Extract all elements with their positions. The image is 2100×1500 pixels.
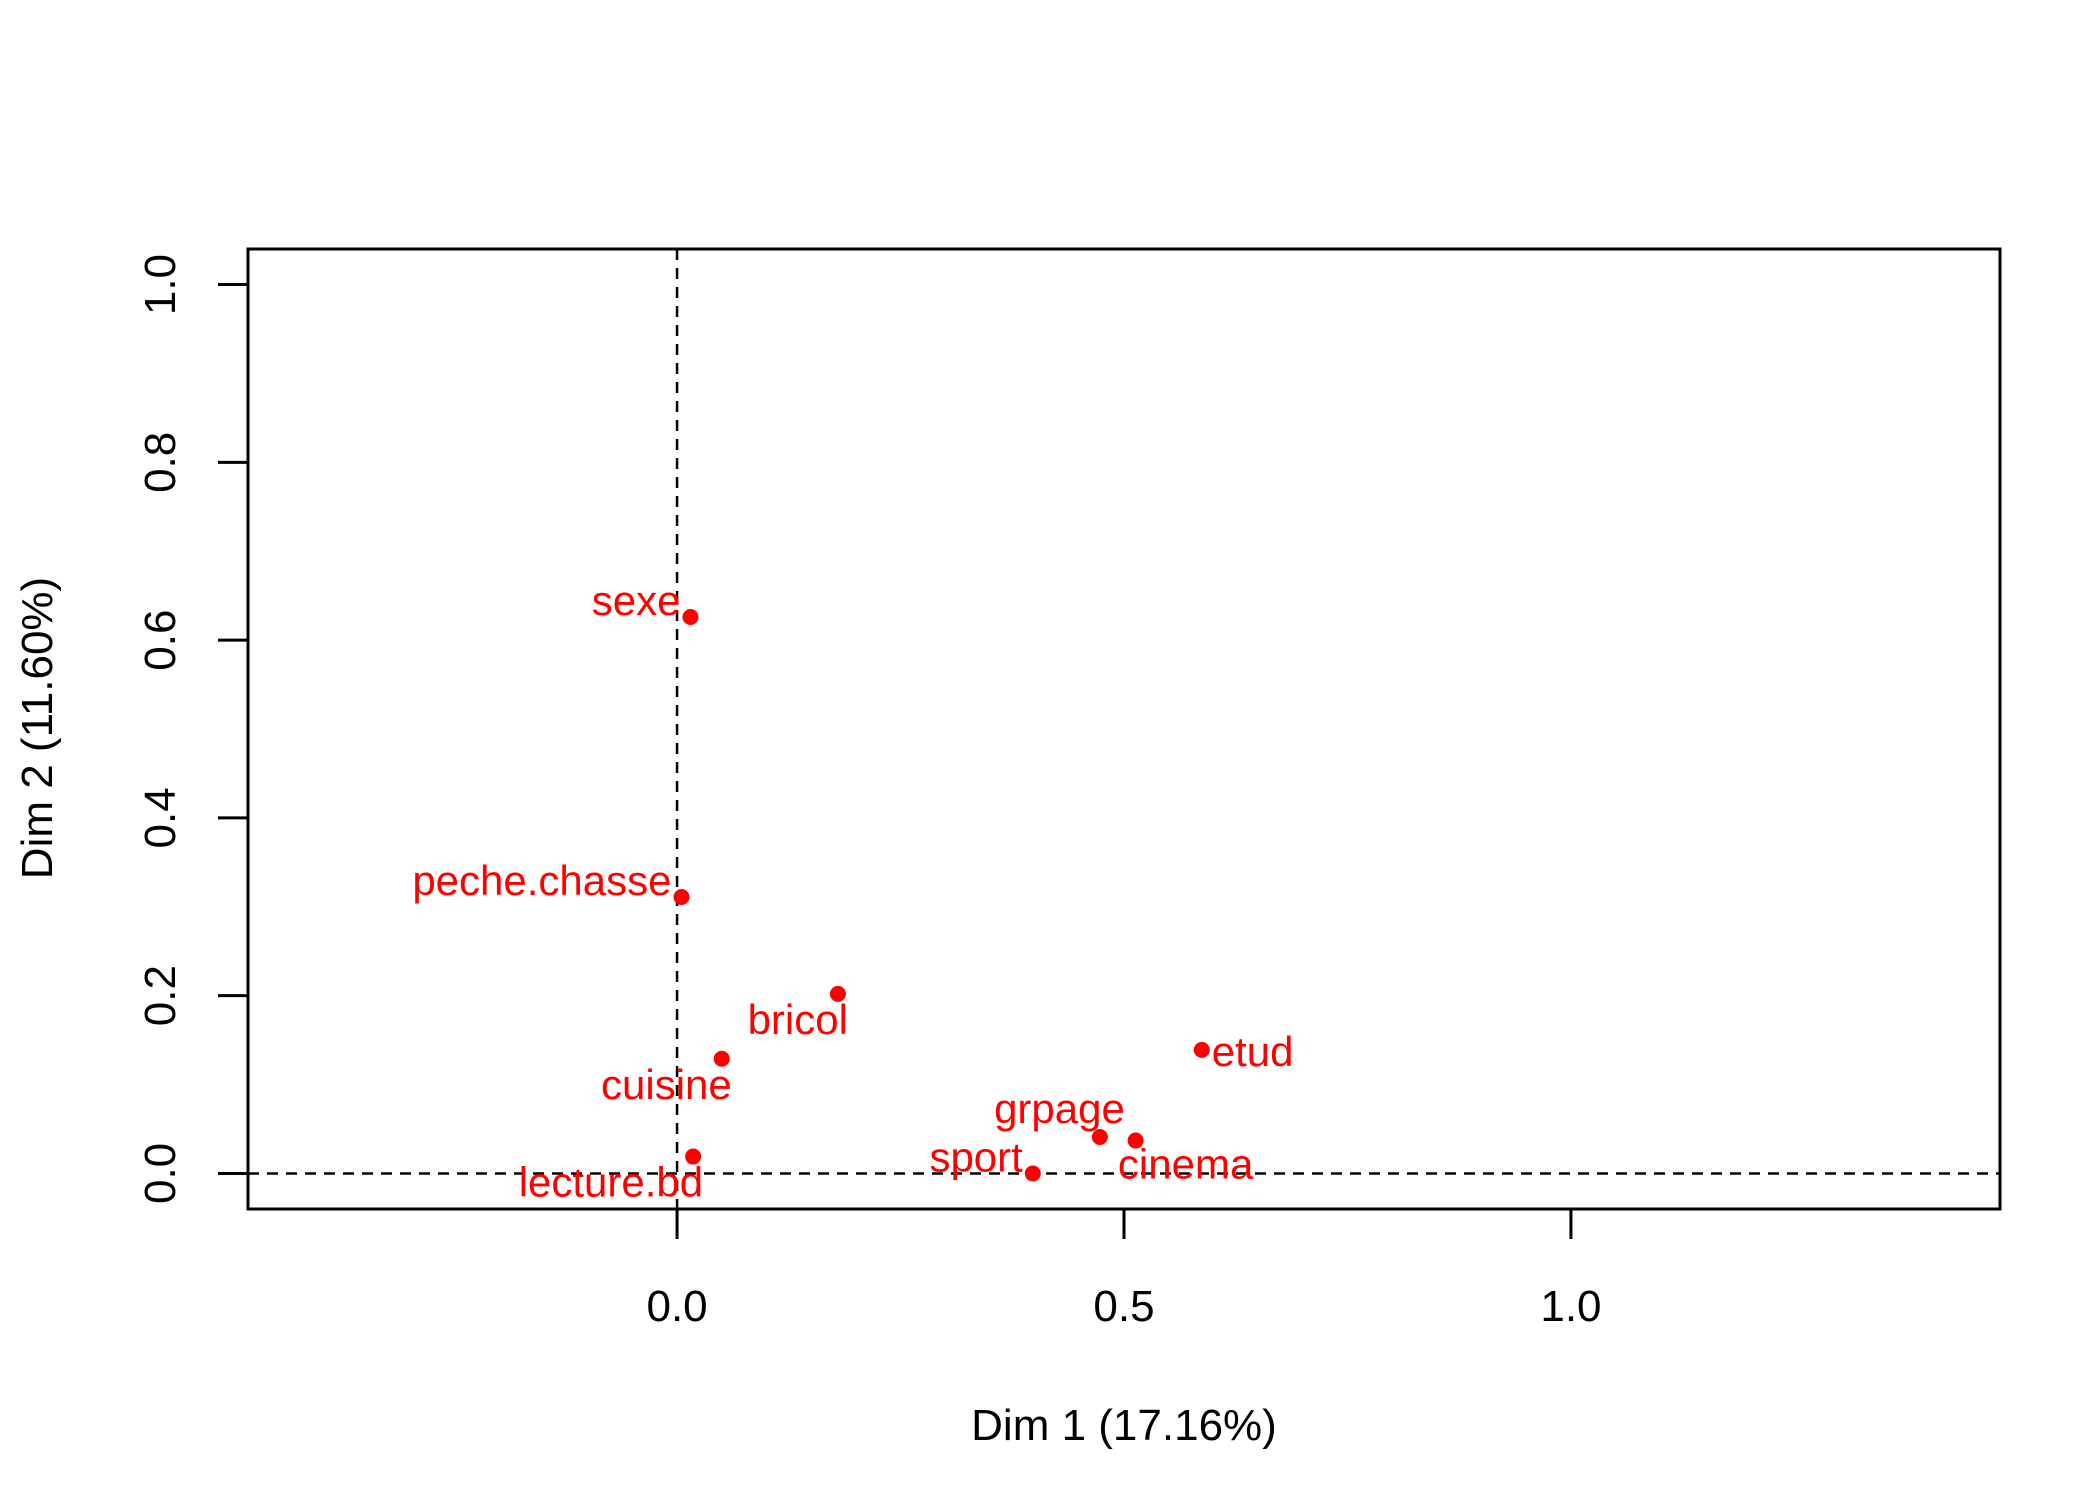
point-label-peche-chasse: peche.chasse — [412, 857, 671, 904]
y-tick-label: 0.0 — [136, 1143, 185, 1204]
point-label-bricol: bricol — [748, 996, 848, 1043]
point-label-cinema: cinema — [1118, 1141, 1254, 1188]
point-grpage — [1091, 1129, 1108, 1145]
point-cinema — [1127, 1132, 1144, 1149]
point-etud — [1193, 1041, 1210, 1058]
data-points — [673, 609, 1210, 1182]
x-axis-title: Dim 1 (17.16%) — [971, 1401, 1277, 1450]
point-label-cuisine: cuisine — [601, 1061, 732, 1108]
x-tick-label: 0.5 — [1093, 1282, 1154, 1331]
point-label-lecture-bd: lecture.bd — [519, 1159, 703, 1206]
y-axis: 0.0 0.2 0.4 0.6 0.8 1.0 — [136, 254, 250, 1204]
point-labels: sexe peche.chasse bricol cuisine lecture.bd e… — [412, 577, 1293, 1206]
point-bricol — [829, 985, 846, 1002]
y-axis-title: Dim 2 (11.60%) — [13, 577, 62, 879]
point-label-grpage: grpage — [994, 1085, 1125, 1132]
y-tick-label: 0.4 — [136, 787, 185, 848]
x-tick-label: 1.0 — [1540, 1282, 1601, 1331]
y-tick-label: 1.0 — [136, 254, 185, 315]
point-cuisine — [713, 1050, 730, 1067]
point-lecture-bd — [685, 1148, 702, 1165]
point-sport — [1024, 1165, 1041, 1182]
point-label-etud: etud — [1212, 1028, 1294, 1075]
reference-lines — [248, 249, 2000, 1209]
point-label-sport: sport — [929, 1133, 1023, 1180]
x-tick-label: 0.0 — [646, 1282, 707, 1331]
y-tick-label: 0.6 — [136, 610, 185, 671]
point-label-sexe: sexe — [592, 577, 681, 624]
point-peche-chasse — [673, 889, 690, 905]
x-axis: 0.0 0.5 1.0 — [646, 1207, 1602, 1331]
plot-frame — [246, 247, 2002, 1211]
point-sexe — [682, 609, 699, 625]
y-tick-label: 0.8 — [136, 432, 185, 493]
y-tick-label: 0.2 — [136, 965, 185, 1026]
